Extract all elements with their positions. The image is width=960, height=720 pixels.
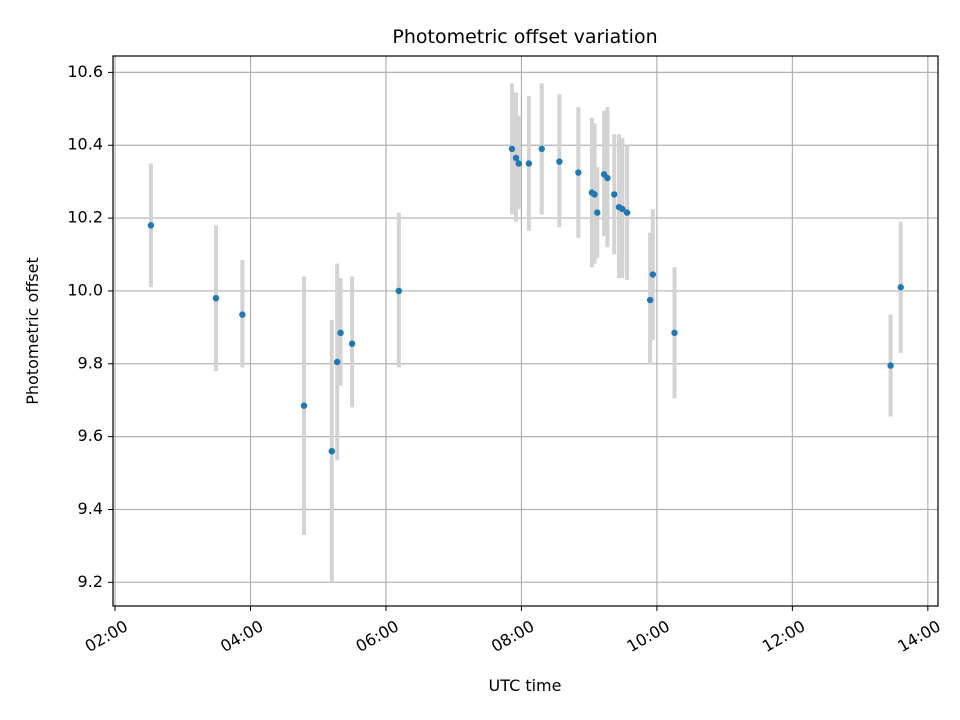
y-tick-label: 9.4 — [78, 499, 103, 518]
data-point — [515, 160, 522, 167]
data-point — [604, 174, 611, 182]
data-point — [556, 158, 563, 165]
data-point — [333, 358, 341, 366]
data-point — [239, 311, 246, 318]
data-point — [594, 209, 601, 216]
data-point — [508, 145, 516, 153]
data-point — [671, 329, 678, 337]
data-point — [897, 284, 904, 291]
y-tick-label: 10.2 — [67, 208, 103, 227]
data-points — [147, 145, 904, 455]
x-axis-title: UTC time — [489, 676, 562, 695]
y-axis-title: Photometric offset — [23, 257, 42, 405]
y-tick-label: 9.2 — [78, 572, 103, 591]
data-point — [649, 271, 657, 278]
data-point — [646, 296, 654, 304]
data-point — [619, 205, 626, 213]
data-point — [212, 295, 220, 302]
y-axis: 9.2 9.4 9.6 9.8 10.0 10.2 10.4 10.6 — [67, 62, 113, 591]
plot-frame — [112, 55, 939, 607]
data-point — [525, 160, 533, 167]
data-point — [147, 222, 155, 229]
chart-title: Photometric offset variation — [392, 26, 657, 48]
y-tick-label: 9.6 — [78, 426, 103, 445]
grid — [113, 56, 938, 606]
data-point — [300, 402, 308, 409]
data-point — [512, 154, 520, 162]
data-point — [591, 191, 598, 198]
data-point — [538, 145, 545, 153]
data-point — [328, 447, 335, 455]
y-tick-label: 10.6 — [67, 62, 103, 81]
data-point — [348, 340, 356, 347]
y-tick-label: 10.0 — [67, 280, 103, 299]
data-point — [887, 362, 894, 369]
data-point — [623, 209, 631, 216]
data-point — [395, 287, 403, 295]
data-point — [611, 191, 618, 198]
data-point — [575, 169, 582, 176]
y-tick-label: 9.8 — [78, 353, 103, 372]
data-point — [337, 329, 344, 337]
y-tick-label: 10.4 — [67, 135, 103, 154]
plot-area — [113, 56, 938, 606]
